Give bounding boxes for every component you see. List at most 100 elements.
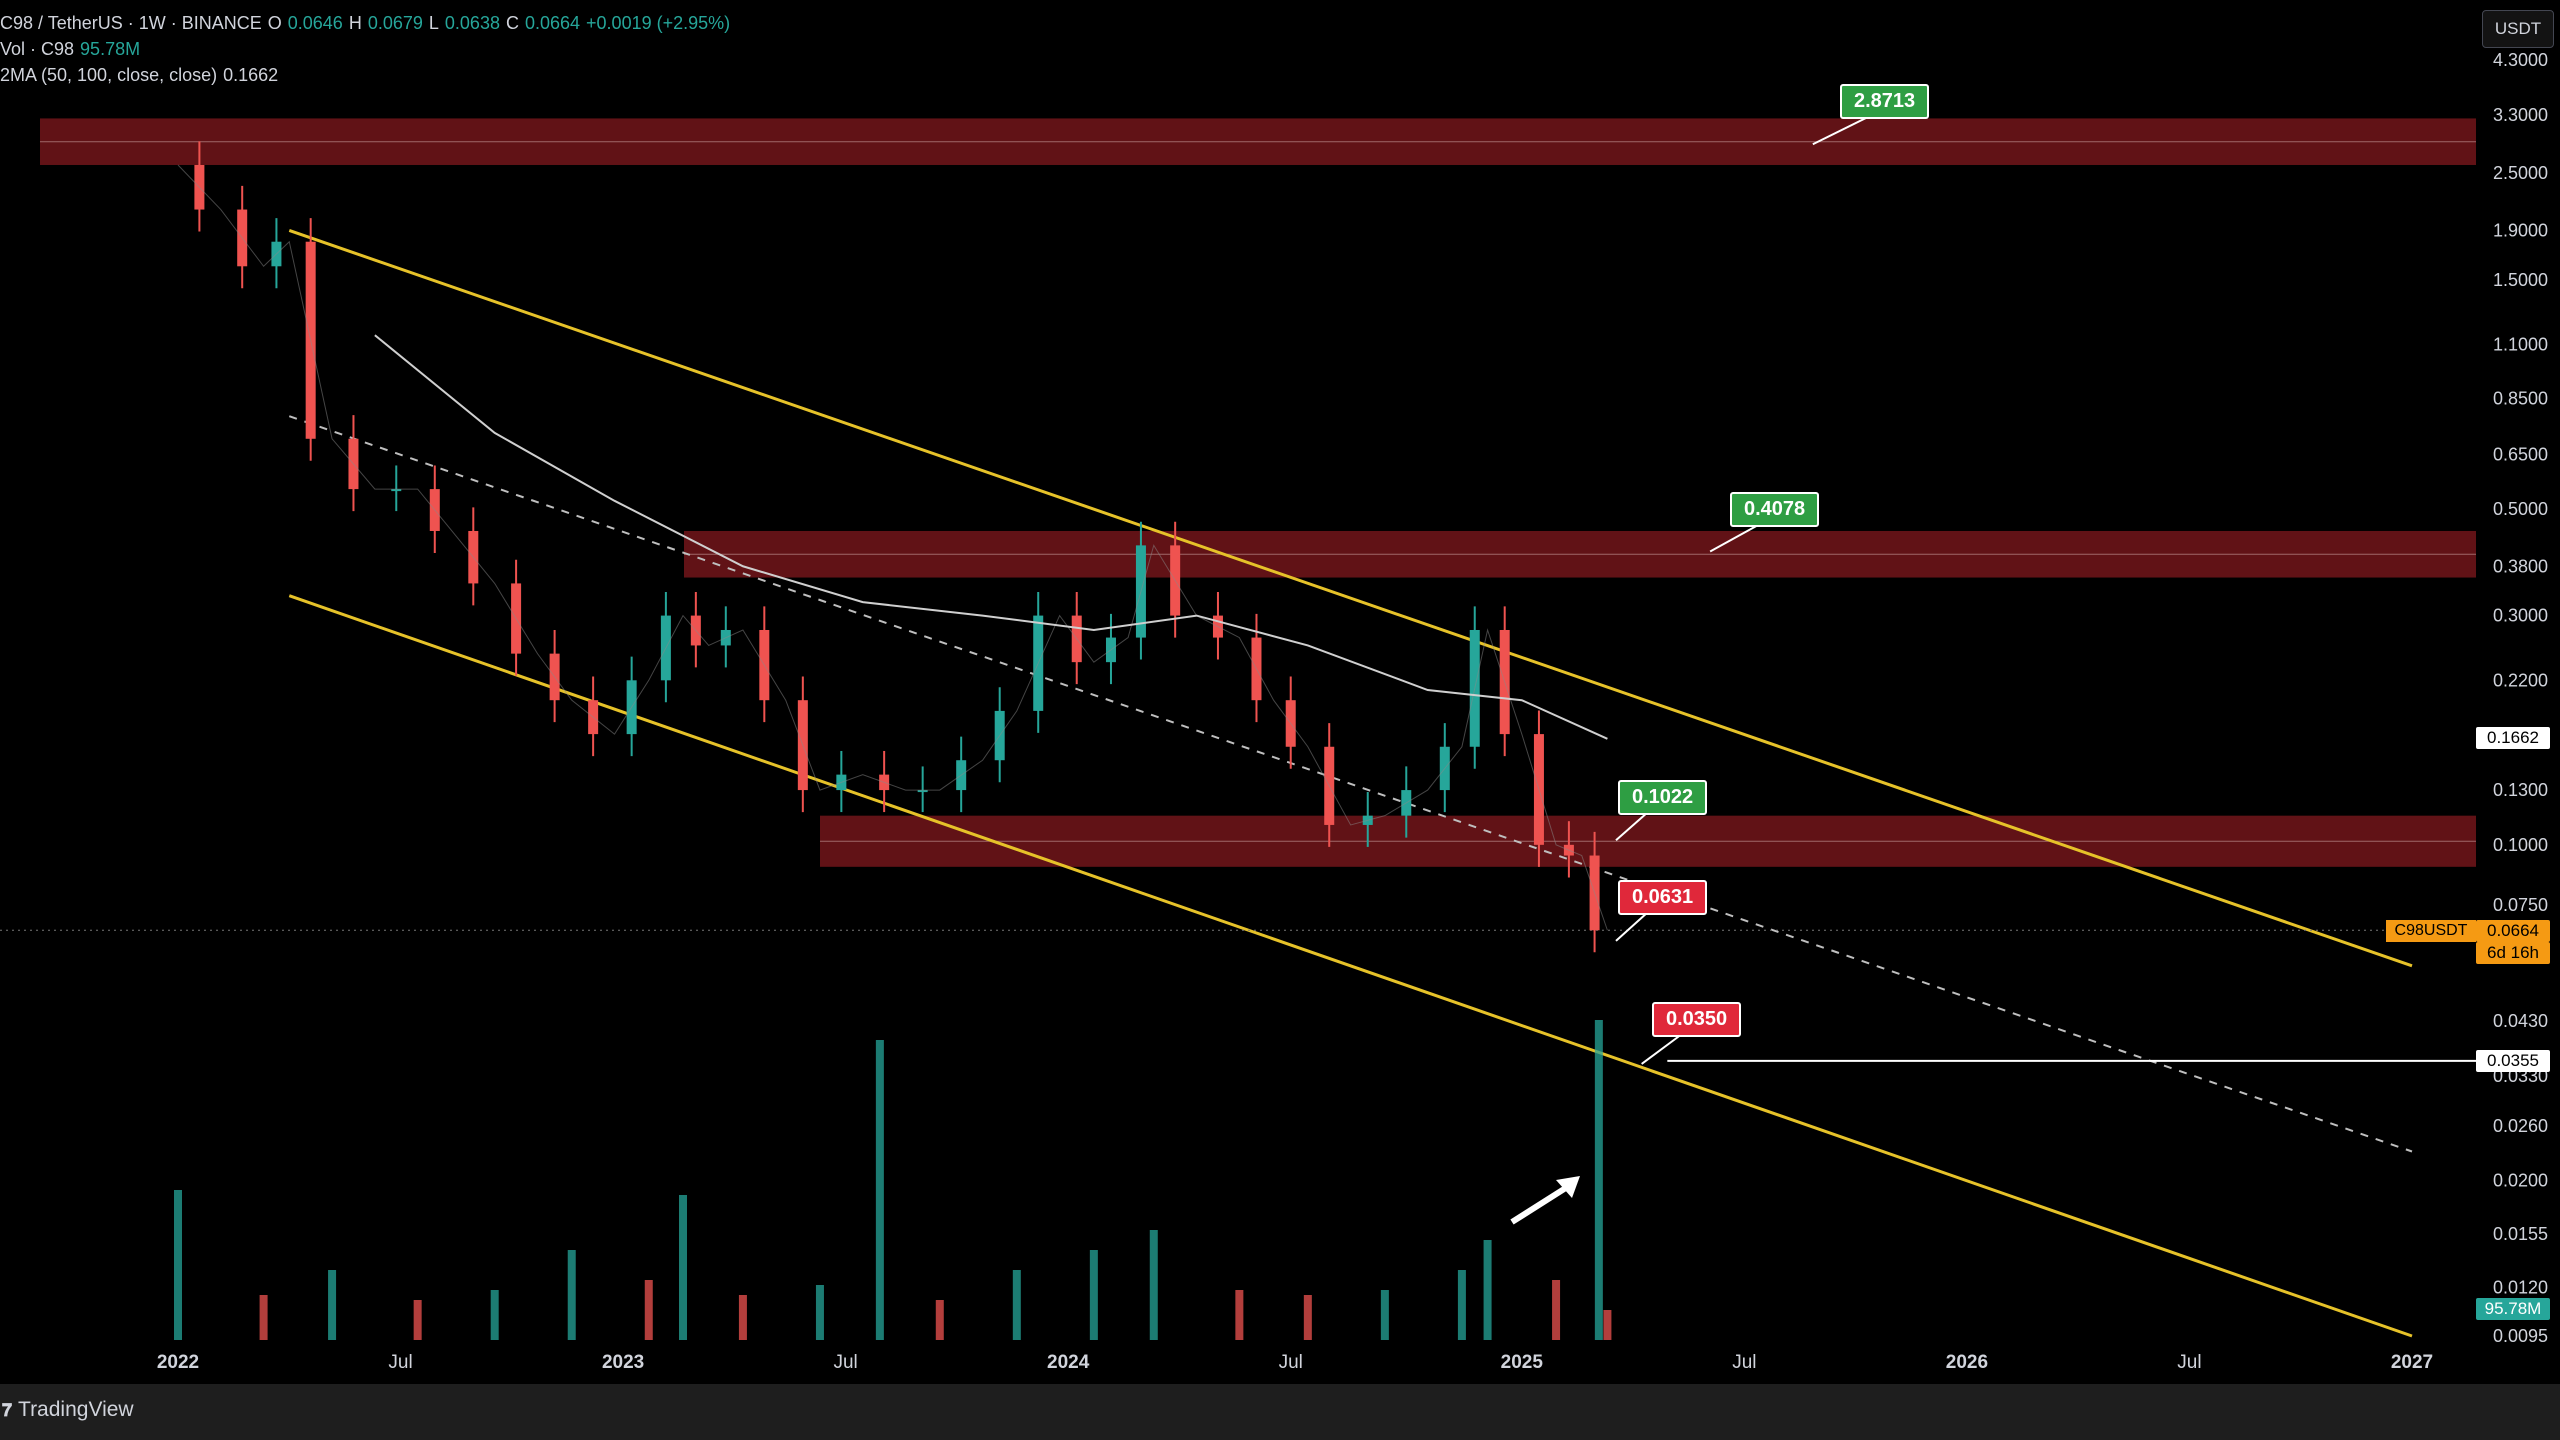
x-tick-label: Jul: [388, 1352, 412, 1373]
volume-bar: [1380, 1290, 1389, 1340]
x-tick-label: Jul: [1279, 1352, 1303, 1373]
tradingview-logo[interactable]: 𝟕 TradingView: [2, 1398, 134, 1422]
y-tick-label: 0.3000: [2493, 606, 2548, 626]
countdown-label: 6d 16h: [2476, 942, 2550, 964]
volume-bar: [567, 1250, 576, 1340]
y-tick-label: 3.3000: [2493, 105, 2548, 125]
y-tick-label: 1.9000: [2493, 220, 2548, 240]
volume-bar: [738, 1295, 747, 1340]
volume-bar: [328, 1270, 337, 1340]
channel-midline: [288, 415, 2413, 1153]
legend-change: +0.0019 (+2.95%): [586, 13, 731, 33]
volume-bar: [259, 1295, 268, 1340]
volume-bar: [815, 1285, 824, 1340]
y-tick-label: 0.2200: [2493, 670, 2548, 690]
x-tick-label: 2022: [157, 1352, 199, 1373]
last-price-label: 0.0664: [2476, 920, 2550, 942]
legend-high-value: 0.0679: [367, 13, 423, 33]
arrow-shaft: [1510, 1181, 1574, 1225]
y-tick-label: 1.1000: [2493, 334, 2548, 354]
support-price-label: 0.0355: [2476, 1050, 2550, 1072]
legend-ma-value: 0.1662: [223, 65, 279, 85]
annotation-pointer-1: [1812, 115, 1871, 146]
volume-bar: [1235, 1290, 1244, 1340]
y-tick-label: 4.3000: [2493, 50, 2548, 70]
volume-bar: [875, 1040, 884, 1340]
volume-bar: [1603, 1310, 1612, 1340]
volume-bar: [1149, 1230, 1158, 1340]
x-tick-label: 2027: [2391, 1352, 2433, 1373]
x-tick-label: 2024: [1047, 1352, 1090, 1373]
volume-bar: [413, 1300, 422, 1340]
volume-bar: [935, 1300, 944, 1340]
legend-low-label: L: [428, 13, 439, 33]
symbol-price-tag: C98USDT: [2386, 920, 2476, 942]
x-tick-label: 2026: [1946, 1352, 1988, 1373]
legend-close-value: 0.0664: [524, 13, 581, 33]
legend-high-label: H: [348, 13, 362, 33]
footer-bar: [0, 1384, 2560, 1440]
lower-channel-line: [288, 594, 2413, 1338]
stop-tag-1: 0.0631: [1618, 880, 1708, 915]
moving-average-line: [374, 334, 1608, 740]
volume-bar: [1303, 1295, 1312, 1340]
y-tick-label: 0.0430: [2493, 1011, 2548, 1031]
candle-body: [391, 489, 402, 492]
target-tag-3: 0.1022: [1618, 780, 1708, 815]
y-tick-label: 2.5000: [2493, 163, 2548, 183]
y-tick-label: 0.0200: [2493, 1171, 2548, 1191]
y-tick-label: 0.8500: [2493, 388, 2548, 408]
x-tick-label: Jul: [833, 1352, 857, 1373]
x-tick-label: Jul: [2177, 1352, 2201, 1373]
annotation-pointer-5: [1641, 1033, 1683, 1065]
target-tag-2: 0.4078: [1730, 492, 1820, 527]
ma-price-label: 0.1662: [2476, 727, 2550, 749]
stop-tag-2: 0.0350: [1652, 1002, 1742, 1037]
tradingview-icon: 𝟕: [2, 1399, 13, 1420]
y-tick-label: 0.5000: [2493, 499, 2548, 519]
chart-background: [0, 0, 2560, 1384]
volume-bar: [174, 1190, 182, 1340]
x-tick-label: Jul: [1732, 1352, 1756, 1373]
legend-ma-label: 2MA (50, 100, close, close): [0, 65, 218, 85]
x-tick-label: 2023: [602, 1352, 644, 1373]
volume-bar: [1552, 1280, 1561, 1340]
legend-volume-value: 95.78M: [80, 39, 141, 59]
volume-bar: [1594, 1020, 1603, 1340]
volume-bar: [490, 1290, 499, 1340]
currency-button[interactable]: USDT: [2482, 10, 2554, 48]
legend-volume-label: Vol · C98: [0, 39, 75, 59]
target-tag-1: 2.8713: [1840, 84, 1930, 119]
arrow-icon: [1556, 1176, 1580, 1198]
volume-bar: [1089, 1250, 1098, 1340]
volume-bar: [679, 1195, 688, 1340]
annotation-pointer-2: [1709, 523, 1761, 553]
y-tick-label: 0.1300: [2493, 780, 2548, 800]
tradingview-brand: TradingView: [18, 1398, 134, 1421]
y-tick-label: 0.3800: [2493, 556, 2548, 576]
close-trace: [177, 164, 1608, 931]
volume-bar: [644, 1280, 653, 1340]
y-tick-label: 0.0095: [2493, 1326, 2548, 1346]
y-tick-label: 0.0750: [2493, 895, 2548, 915]
volume-bar: [1457, 1270, 1466, 1340]
x-tick-label: 2025: [1501, 1352, 1544, 1373]
volume-bar: [1012, 1270, 1021, 1340]
legend-close-label: C: [505, 13, 519, 33]
legend-symbol: C98 / TetherUS · 1W · BINANCE: [0, 13, 262, 33]
annotation-pointer-3: [1615, 811, 1649, 842]
volume-bar: [1483, 1240, 1492, 1340]
y-tick-label: 0.6500: [2493, 444, 2548, 464]
y-tick-label: 0.0260: [2493, 1116, 2548, 1136]
y-tick-label: 0.0120: [2493, 1277, 2548, 1297]
annotation-pointer-4: [1615, 911, 1649, 942]
volume-price-label: 95.78M: [2476, 1298, 2550, 1320]
candle-body: [917, 790, 928, 793]
legend-open-label: O: [267, 13, 282, 33]
upper-channel-line: [288, 229, 2413, 968]
price-axis-background: [2476, 0, 2560, 1384]
y-tick-label: 0.1000: [2493, 835, 2548, 855]
legend-low-value: 0.0638: [444, 13, 500, 33]
